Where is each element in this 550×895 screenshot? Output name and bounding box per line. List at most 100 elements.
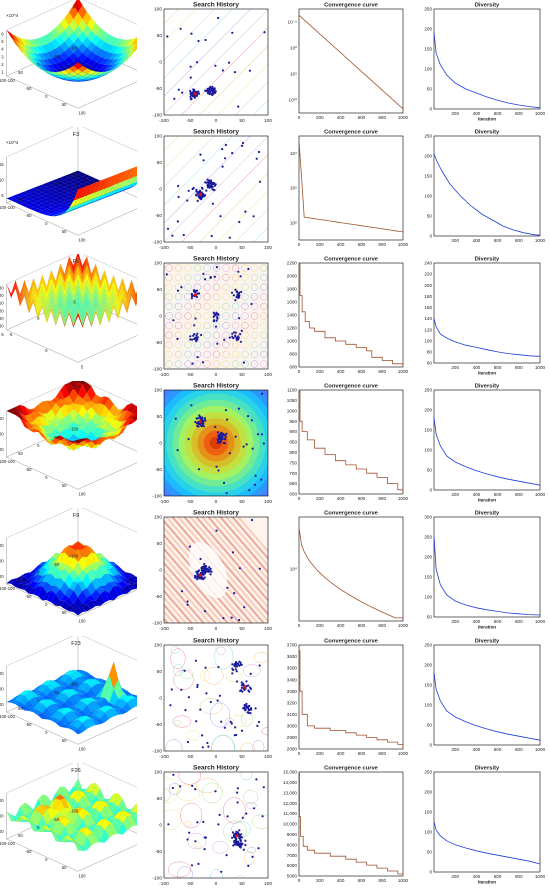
contour-line xyxy=(158,127,274,254)
surface-x-tick: -50 xyxy=(53,181,60,186)
search-title: Search History xyxy=(193,129,239,136)
surface-z-tick: 4000 xyxy=(0,798,4,803)
search-point xyxy=(223,482,225,484)
search-point xyxy=(238,317,240,319)
convergence-title: Convergence curve xyxy=(324,3,379,9)
diversity-x-tick: 800 xyxy=(515,619,523,624)
convergence-series-line xyxy=(299,15,403,109)
diversity-x-tick: 200 xyxy=(451,874,459,879)
surface-x-tick: 50 xyxy=(18,451,23,456)
search-x-tick: 50 xyxy=(239,754,245,760)
convergence-y-tick: 10⁶ xyxy=(290,186,297,191)
diversity-x-tick: 1000 xyxy=(535,365,546,370)
search-point xyxy=(242,684,244,686)
search-point xyxy=(246,443,248,445)
search-y-tick: -50 xyxy=(155,213,162,219)
diversity-x-tick: 200 xyxy=(451,619,459,624)
contour-blob xyxy=(243,665,260,677)
contour-line xyxy=(212,0,274,127)
search-title: Search History xyxy=(193,383,239,390)
search-point xyxy=(224,442,226,444)
surface-x-tick: -50 xyxy=(53,690,60,695)
convergence-y-tick: 3600 xyxy=(287,654,298,659)
search-point xyxy=(192,188,194,190)
diversity-y-tick: 150 xyxy=(424,428,432,433)
search-point xyxy=(224,727,226,729)
search-point xyxy=(197,570,199,572)
search-point xyxy=(238,294,240,296)
search-point xyxy=(247,685,249,687)
search-point xyxy=(242,142,244,144)
surface-x-tick: 50 xyxy=(18,833,23,838)
contour-line xyxy=(158,0,274,127)
diversity-x-tick: 600 xyxy=(494,747,502,752)
convergence-y-tick: 1050 xyxy=(287,398,298,403)
search-point xyxy=(191,785,193,787)
search-x-tick: -100 xyxy=(159,118,169,124)
search-x-tick: -100 xyxy=(159,372,169,378)
contour-blob xyxy=(173,664,183,675)
search-point xyxy=(236,665,238,667)
search-point xyxy=(234,299,236,301)
search-point xyxy=(243,849,245,851)
convergence-series-line xyxy=(299,141,403,232)
surface-z-tick: 5 xyxy=(1,39,4,44)
convergence-y-tick: 7000 xyxy=(287,853,298,858)
search-point xyxy=(198,195,200,197)
search-point xyxy=(199,154,201,156)
convergence-axes xyxy=(299,263,403,367)
surface-panel: F548049050051052053050-5-505 xyxy=(0,254,137,381)
search-point xyxy=(195,720,197,722)
convergence-x-tick: 400 xyxy=(337,115,345,120)
surface-z-tick: 480 xyxy=(0,324,4,329)
search-y-tick: -50 xyxy=(155,594,162,600)
search-point xyxy=(207,186,209,188)
convergence-x-tick: 400 xyxy=(337,751,345,756)
search-x-tick: 50 xyxy=(239,881,245,887)
diversity-y-tick: 180 xyxy=(424,294,432,299)
search-point xyxy=(204,278,206,280)
convergence-x-tick: 0 xyxy=(298,751,301,756)
search-point xyxy=(186,199,188,201)
convergence-x-tick: 400 xyxy=(337,878,345,883)
search-point xyxy=(251,856,253,858)
convergence-y-tick: 3700 xyxy=(287,643,298,648)
diversity-title: Diversity xyxy=(475,130,500,136)
search-point xyxy=(244,844,246,846)
search-y-tick: 0 xyxy=(159,568,162,574)
search-y-tick: -100 xyxy=(152,113,162,119)
diversity-x-tick: 600 xyxy=(494,238,502,243)
search-point xyxy=(210,276,212,278)
convergence-y-tick: 700 xyxy=(289,471,297,476)
search-point xyxy=(251,519,253,521)
search-point xyxy=(202,567,204,569)
search-point xyxy=(259,181,261,183)
search-point xyxy=(196,578,198,580)
search-y-tick: 50 xyxy=(157,541,163,547)
search-point xyxy=(197,40,199,42)
convergence-y-tick: 1800 xyxy=(287,287,298,292)
search-point xyxy=(202,578,204,580)
diversity-y-tick: 150 xyxy=(424,174,432,179)
search-point xyxy=(217,17,219,19)
search-y-tick: -100 xyxy=(152,749,162,755)
search-x-tick: 100 xyxy=(264,626,272,632)
search-x-tick: 50 xyxy=(239,118,245,124)
surface-y-tick: 50 xyxy=(62,865,67,870)
search-x-tick: 0 xyxy=(215,245,218,251)
convergence-x-tick: 400 xyxy=(337,496,345,501)
diversity-series-line xyxy=(434,822,540,864)
figure-row-F9: F950001000015000100500-50-100-100-500501… xyxy=(0,508,550,635)
search-x-tick: 100 xyxy=(264,372,272,378)
surface-z-tick: 500 xyxy=(0,308,4,313)
search-point xyxy=(217,666,219,668)
search-point xyxy=(171,688,173,690)
search-point xyxy=(181,590,183,592)
diversity-y-tick: 0 xyxy=(429,870,432,875)
surface-title: F3 xyxy=(73,132,79,138)
search-y-tick: 0 xyxy=(159,60,162,66)
